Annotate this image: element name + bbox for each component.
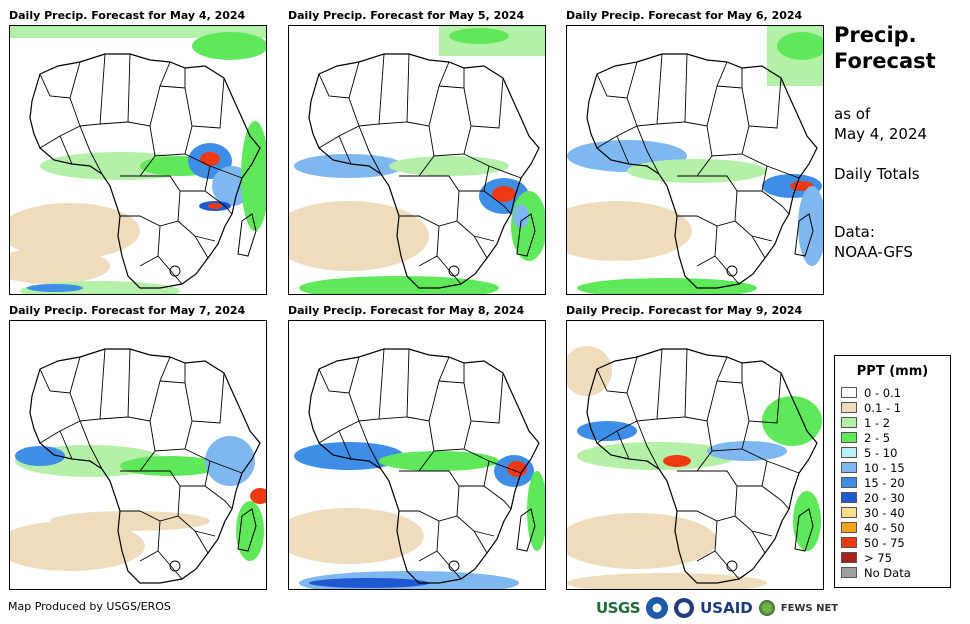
precip-map xyxy=(566,25,824,295)
fews-net-logo: FEWS NET xyxy=(780,602,839,614)
legend-label: 10 - 15 xyxy=(864,460,905,475)
legend-swatch xyxy=(841,447,857,458)
credit-text: Map Produced by USGS/EROS xyxy=(8,600,171,613)
noaa-logo xyxy=(646,597,669,619)
legend-swatch xyxy=(841,462,857,473)
legend-row: 0 - 0.1 xyxy=(835,385,950,400)
legend-label: 1 - 2 xyxy=(864,415,891,430)
usaid-logo: USAID xyxy=(700,599,753,617)
legend-title: PPT (mm) xyxy=(856,364,929,379)
side-info: Precip. Forecast as of May 4, 2024 Daily… xyxy=(834,22,964,262)
forecast-panel-may8: Daily Precip. Forecast for May 8, 2024 xyxy=(288,304,548,594)
legend-row: > 75 xyxy=(835,550,950,565)
forecast-panel-may9: Daily Precip. Forecast for May 9, 2024 xyxy=(566,304,828,594)
legend-label: 15 - 20 xyxy=(864,475,905,490)
legend-row: 40 - 50 xyxy=(835,520,950,535)
legend-label: No Data xyxy=(864,565,911,580)
legend-row: 2 - 5 xyxy=(835,430,950,445)
legend-row: 5 - 10 xyxy=(835,445,950,460)
legend-label: 0 - 0.1 xyxy=(864,385,902,400)
legend-row: 10 - 15 xyxy=(835,460,950,475)
legend-swatch xyxy=(841,477,857,488)
precip-map xyxy=(288,25,546,295)
forecast-panel-may7: Daily Precip. Forecast for May 7, 2024 xyxy=(9,304,269,594)
totals-label: Daily Totals xyxy=(834,165,920,183)
panel-title: Daily Precip. Forecast for May 6, 2024 xyxy=(566,9,803,22)
legend-label: 2 - 5 xyxy=(864,430,891,445)
legend-row: 1 - 2 xyxy=(835,415,950,430)
legend-swatch xyxy=(841,507,857,518)
legend-row: 30 - 40 xyxy=(835,505,950,520)
forecast-panel-may6: Daily Precip. Forecast for May 6, 2024 xyxy=(566,9,828,299)
legend-swatch xyxy=(841,417,857,428)
legend-row: No Data xyxy=(835,565,950,580)
legend-label: 5 - 10 xyxy=(864,445,898,460)
legend-swatch xyxy=(841,432,857,443)
legend-label: > 75 xyxy=(864,550,892,565)
legend-row: 15 - 20 xyxy=(835,475,950,490)
panel-title: Daily Precip. Forecast for May 7, 2024 xyxy=(9,304,246,317)
fews-globe-icon xyxy=(758,600,775,616)
precip-map xyxy=(9,25,267,295)
forecast-panel-may4: Daily Precip. Forecast for May 4, 2024 xyxy=(9,9,269,299)
precip-map xyxy=(9,320,267,590)
legend-label: 30 - 40 xyxy=(864,505,905,520)
main-title-line2: Forecast xyxy=(834,49,936,73)
precip-map xyxy=(566,320,824,590)
main-title-line1: Precip. xyxy=(834,23,917,47)
legend-swatch xyxy=(841,387,857,398)
legend-label: 0.1 - 1 xyxy=(864,400,902,415)
logo-strip: USGS USAID FEWS NET xyxy=(596,596,838,620)
panel-title: Daily Precip. Forecast for May 9, 2024 xyxy=(566,304,803,317)
as-of-label: as of xyxy=(834,105,871,123)
legend-label: 50 - 75 xyxy=(864,535,905,550)
forecast-panel-may5: Daily Precip. Forecast for May 5, 2024 xyxy=(288,9,548,299)
legend-swatch xyxy=(841,522,857,533)
legend-row: 20 - 30 xyxy=(835,490,950,505)
legend-swatch xyxy=(841,567,857,578)
legend-row: 0.1 - 1 xyxy=(835,400,950,415)
data-source: NOAA-GFS xyxy=(834,243,913,261)
panel-title: Daily Precip. Forecast for May 4, 2024 xyxy=(9,9,246,22)
legend-row: 50 - 75 xyxy=(835,535,950,550)
legend-swatch xyxy=(841,492,857,503)
legend-label: 20 - 30 xyxy=(864,490,905,505)
precip-map xyxy=(288,320,546,590)
panel-title: Daily Precip. Forecast for May 5, 2024 xyxy=(288,9,525,22)
as-of-date: May 4, 2024 xyxy=(834,125,928,143)
legend-swatch xyxy=(841,552,857,563)
data-label: Data: xyxy=(834,223,875,241)
legend-swatch xyxy=(841,402,857,413)
legend-swatch xyxy=(841,537,857,548)
state-dept-seal xyxy=(674,598,695,618)
legend-label: 40 - 50 xyxy=(864,520,905,535)
panel-title: Daily Precip. Forecast for May 8, 2024 xyxy=(288,304,525,317)
usgs-logo: USGS xyxy=(596,599,641,617)
